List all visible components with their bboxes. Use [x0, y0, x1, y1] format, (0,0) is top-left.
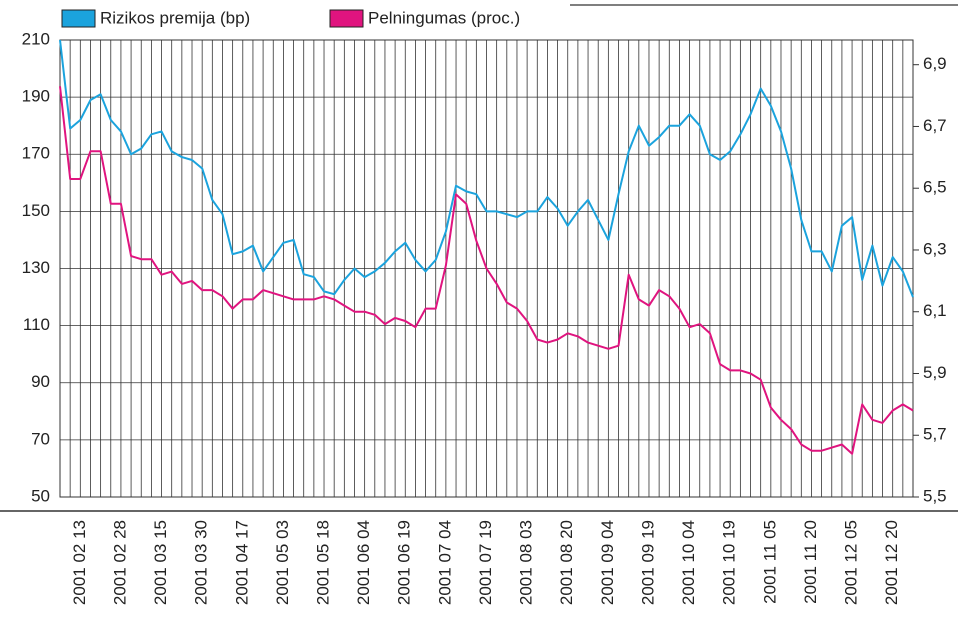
x-tick-label: 2001 09 19	[638, 520, 657, 605]
y2-tick-label: 5,7	[923, 425, 947, 444]
x-tick-label: 2001 02 13	[70, 520, 89, 605]
series-line	[59, 86, 914, 455]
legend-swatch	[61, 9, 96, 28]
series-line	[59, 39, 914, 298]
x-tick-label: 2001 04 17	[232, 520, 251, 605]
y-tick-label: 150	[22, 201, 50, 220]
y2-tick-label: 5,9	[923, 363, 947, 382]
plot-frame	[59, 39, 914, 498]
x-tick-label: 2001 10 04	[679, 520, 698, 605]
x-tick-label: 2001 07 19	[476, 520, 495, 605]
x-tick-label: 2001 06 04	[354, 520, 373, 605]
x-tick-label: 2001 03 30	[192, 520, 211, 605]
y-tick-label: 70	[31, 429, 50, 448]
x-tick-label: 2001 05 03	[273, 520, 292, 605]
x-tick-label: 2001 08 03	[517, 520, 536, 605]
x-tick-label: 2001 11 20	[801, 520, 820, 604]
x-tick-label: 2001 08 20	[557, 520, 576, 605]
y2-tick-label: 6,3	[923, 239, 947, 258]
y-tick-label: 110	[23, 315, 50, 334]
y2-tick-label: 6,1	[923, 301, 947, 320]
x-tick-label: 2001 06 19	[395, 520, 414, 605]
legend-label: Pelningumas (proc.)	[368, 8, 520, 27]
y2-tick-label: 6,5	[923, 178, 947, 197]
y-tick-label: 170	[22, 144, 50, 163]
x-tick-label: 2001 05 18	[314, 520, 333, 605]
x-tick-label: 2001 12 20	[882, 520, 901, 605]
x-tick-label: 2001 11 05	[760, 520, 779, 604]
legend-swatch	[329, 9, 364, 28]
x-tick-label: 2001 12 05	[842, 520, 861, 605]
x-tick-label: 2001 09 04	[598, 520, 617, 605]
y-tick-label: 90	[31, 372, 50, 391]
y-tick-label: 130	[22, 258, 50, 277]
y-tick-label: 210	[22, 29, 50, 48]
x-tick-label: 2001 02 28	[110, 520, 129, 605]
x-tick-label: 2001 03 15	[151, 520, 170, 605]
y2-tick-label: 6,9	[923, 54, 947, 73]
y-tick-label: 190	[22, 87, 50, 106]
y-tick-label: 50	[31, 486, 50, 505]
y2-tick-label: 5,5	[923, 486, 947, 505]
y2-tick-label: 6,7	[923, 116, 947, 135]
x-tick-label: 2001 10 19	[720, 520, 739, 605]
legend-label: Rizikos premija (bp)	[100, 8, 250, 27]
x-tick-label: 2001 07 04	[435, 520, 454, 605]
